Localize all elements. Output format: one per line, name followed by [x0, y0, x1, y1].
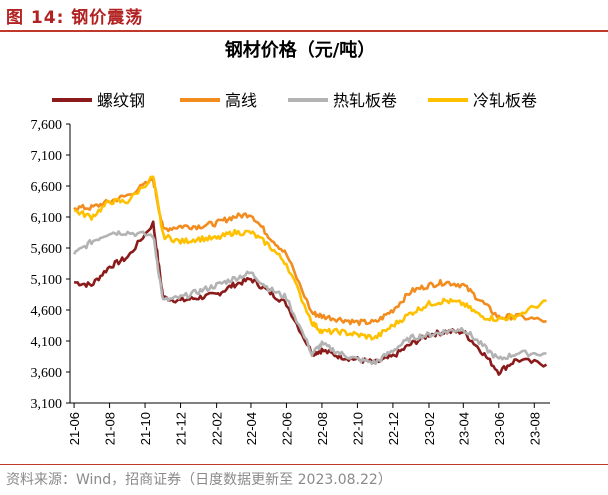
x-tick-label: 23-02 [422, 412, 437, 445]
x-tick-label: 21-12 [174, 412, 189, 445]
x-tick-label: 22-08 [315, 412, 330, 445]
x-tick-label: 23-08 [527, 412, 542, 445]
y-tick-label: 4,100 [31, 335, 63, 350]
x-tick-label: 22-12 [386, 412, 401, 445]
y-tick-label: 7,600 [31, 118, 63, 133]
x-tick-label: 21-08 [103, 412, 118, 445]
x-tick-label: 22-06 [279, 412, 294, 445]
x-tick-label: 22-04 [244, 412, 259, 445]
steel-price-chart: 钢材价格（元/吨） 螺纹钢 高线 热轧板卷 冷轧板卷 7,600 7,100 6,600 6… [31, 39, 550, 445]
x-tick-label: 22-10 [350, 412, 365, 445]
x-tick-label: 23-04 [456, 412, 471, 445]
y-tick-label: 5,600 [31, 242, 63, 257]
y-tick-label: 5,100 [31, 273, 63, 288]
y-tick-label: 4,600 [31, 304, 63, 319]
plot-lines [72, 175, 548, 376]
source-divider [0, 464, 608, 465]
series-line-1 [73, 178, 547, 326]
legend-label-2: 热轧板卷 [333, 91, 397, 110]
y-tick-label: 6,100 [31, 211, 63, 226]
title-divider [0, 30, 608, 32]
figure-title: 图 14: 钢价震荡 [6, 8, 144, 28]
y-tick-label: 7,100 [31, 149, 63, 164]
x-tick-label: 23-06 [492, 412, 507, 445]
legend-label-3: 冷轧板卷 [473, 91, 537, 110]
series-line-3 [73, 175, 547, 341]
x-tick-label: 21-06 [67, 412, 82, 445]
y-tick-label: 3,600 [31, 366, 63, 381]
x-axis: 21-06 21-08 21-10 21-12 22-02 22-04 22-06 22-08… [67, 402, 550, 445]
legend-label-0: 螺纹钢 [97, 91, 145, 110]
x-tick-label: 22-02 [210, 412, 225, 445]
series-line-2 [72, 230, 547, 366]
chart-legend: 螺纹钢 高线 热轧板卷 冷轧板卷 [52, 91, 537, 110]
legend-label-1: 高线 [225, 91, 257, 110]
x-tick-label: 21-10 [138, 412, 153, 445]
y-tick-label: 3,100 [31, 397, 63, 412]
chart-title: 钢材价格（元/吨） [225, 39, 376, 61]
y-axis: 7,600 7,100 6,600 6,100 5,600 5,100 4,600 4,100… [31, 118, 71, 412]
source-note: 资料来源：Wind，招商证券（日度数据更新至 2023.08.22） [6, 472, 392, 488]
y-tick-label: 6,600 [31, 180, 63, 195]
